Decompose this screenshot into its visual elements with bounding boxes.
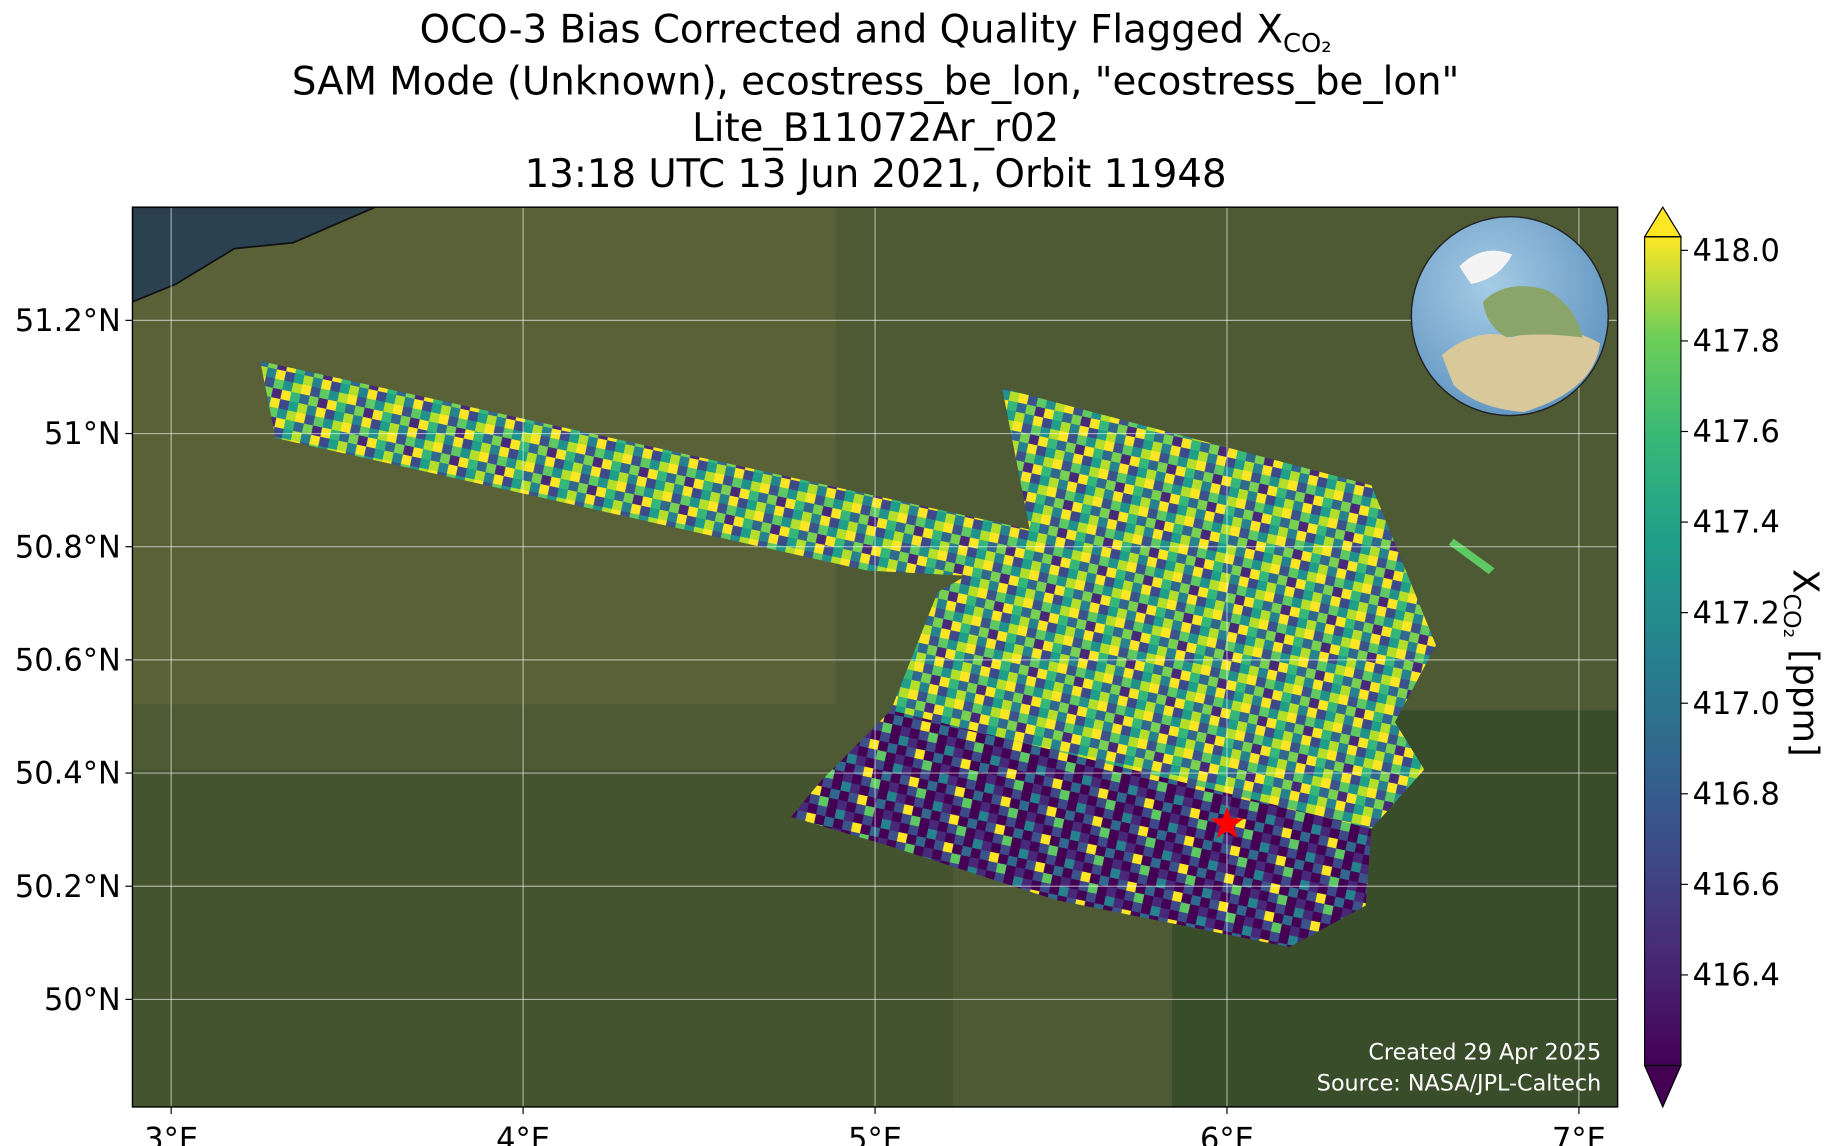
- colorbar-tick-label: 417.8: [1693, 324, 1780, 359]
- colorbar-frame: [1644, 236, 1682, 1067]
- y-tick-label: 50.8°N: [15, 530, 121, 565]
- swath: [1448, 538, 1495, 575]
- map-frame: [131, 206, 1619, 1108]
- title-line: Lite_B11072Ar_r02: [692, 106, 1059, 151]
- target-marker: [1210, 806, 1244, 839]
- y-tick-label: 50.4°N: [15, 757, 121, 792]
- colorbar-tick-label: 417.4: [1693, 506, 1780, 541]
- title-line: OCO-3 Bias Corrected and Quality Flagged…: [420, 7, 1332, 59]
- sea: [132, 207, 376, 303]
- colorbar-label-text: X: [1785, 569, 1826, 593]
- swath: [890, 388, 1436, 829]
- map: Created 29 Apr 2025 Source: NASA/JPL-Cal…: [132, 207, 1618, 1107]
- title-line: SAM Mode (Unknown), ecostress_be_lon, "e…: [292, 60, 1459, 105]
- colorbar-tick-label: 417.2: [1693, 596, 1780, 631]
- colorbar-extend: [1643, 206, 1682, 238]
- colorbar-tick-label: 417.6: [1693, 415, 1780, 450]
- colorbar-tick-label: 416.8: [1693, 777, 1780, 812]
- globe-land: [1441, 329, 1601, 412]
- swath: [260, 361, 1055, 581]
- credit: Source: NASA/JPL-Caltech: [1317, 1070, 1601, 1096]
- globe-ice: [1459, 250, 1513, 285]
- colorbar-label: XCO₂ [ppm]: [1778, 569, 1825, 757]
- forest: [132, 769, 953, 1107]
- credit: Created 29 Apr 2025: [1368, 1039, 1601, 1065]
- colorbar-extend: [1643, 1064, 1682, 1109]
- colorbar-tick-label: 416.6: [1693, 868, 1780, 903]
- y-tick-label: 50.2°N: [15, 870, 121, 905]
- y-tick-label: 50.6°N: [15, 643, 121, 678]
- title-subscript: CO₂: [1283, 29, 1332, 59]
- colorbar-tick-label: 416.4: [1693, 958, 1780, 993]
- colorbar-label-unit: [ppm]: [1785, 638, 1826, 757]
- y-tick-label: 50°N: [44, 983, 121, 1018]
- colorbar: 416.4 416.6 416.8 417.0 417.2 417.4 417.6 417.8…: [1643, 206, 1825, 1109]
- x-tick-label: 3°E: [144, 1122, 198, 1146]
- x-tick-label: 4°E: [496, 1122, 550, 1146]
- colorbar-tick-label: 418.0: [1693, 234, 1780, 269]
- colorbar-body: [1644, 236, 1681, 1066]
- x-tick-label: 7°E: [1552, 1122, 1606, 1146]
- y-tick-label: 51.2°N: [15, 304, 121, 339]
- x-tick-label: 6°E: [1200, 1122, 1254, 1146]
- title-line: 13:18 UTC 13 Jun 2021, Orbit 11948: [525, 152, 1227, 197]
- y-tick-label: 51°N: [44, 417, 121, 452]
- globe-inset: [1410, 215, 1609, 417]
- colorbar-label-subscript: CO₂: [1778, 593, 1806, 638]
- globe-land: [1482, 286, 1583, 338]
- x-tick-label: 5°E: [848, 1122, 902, 1146]
- colorbar-tick-label: 417.0: [1693, 687, 1780, 722]
- title-text: OCO-3 Bias Corrected and Quality Flagged…: [420, 7, 1283, 52]
